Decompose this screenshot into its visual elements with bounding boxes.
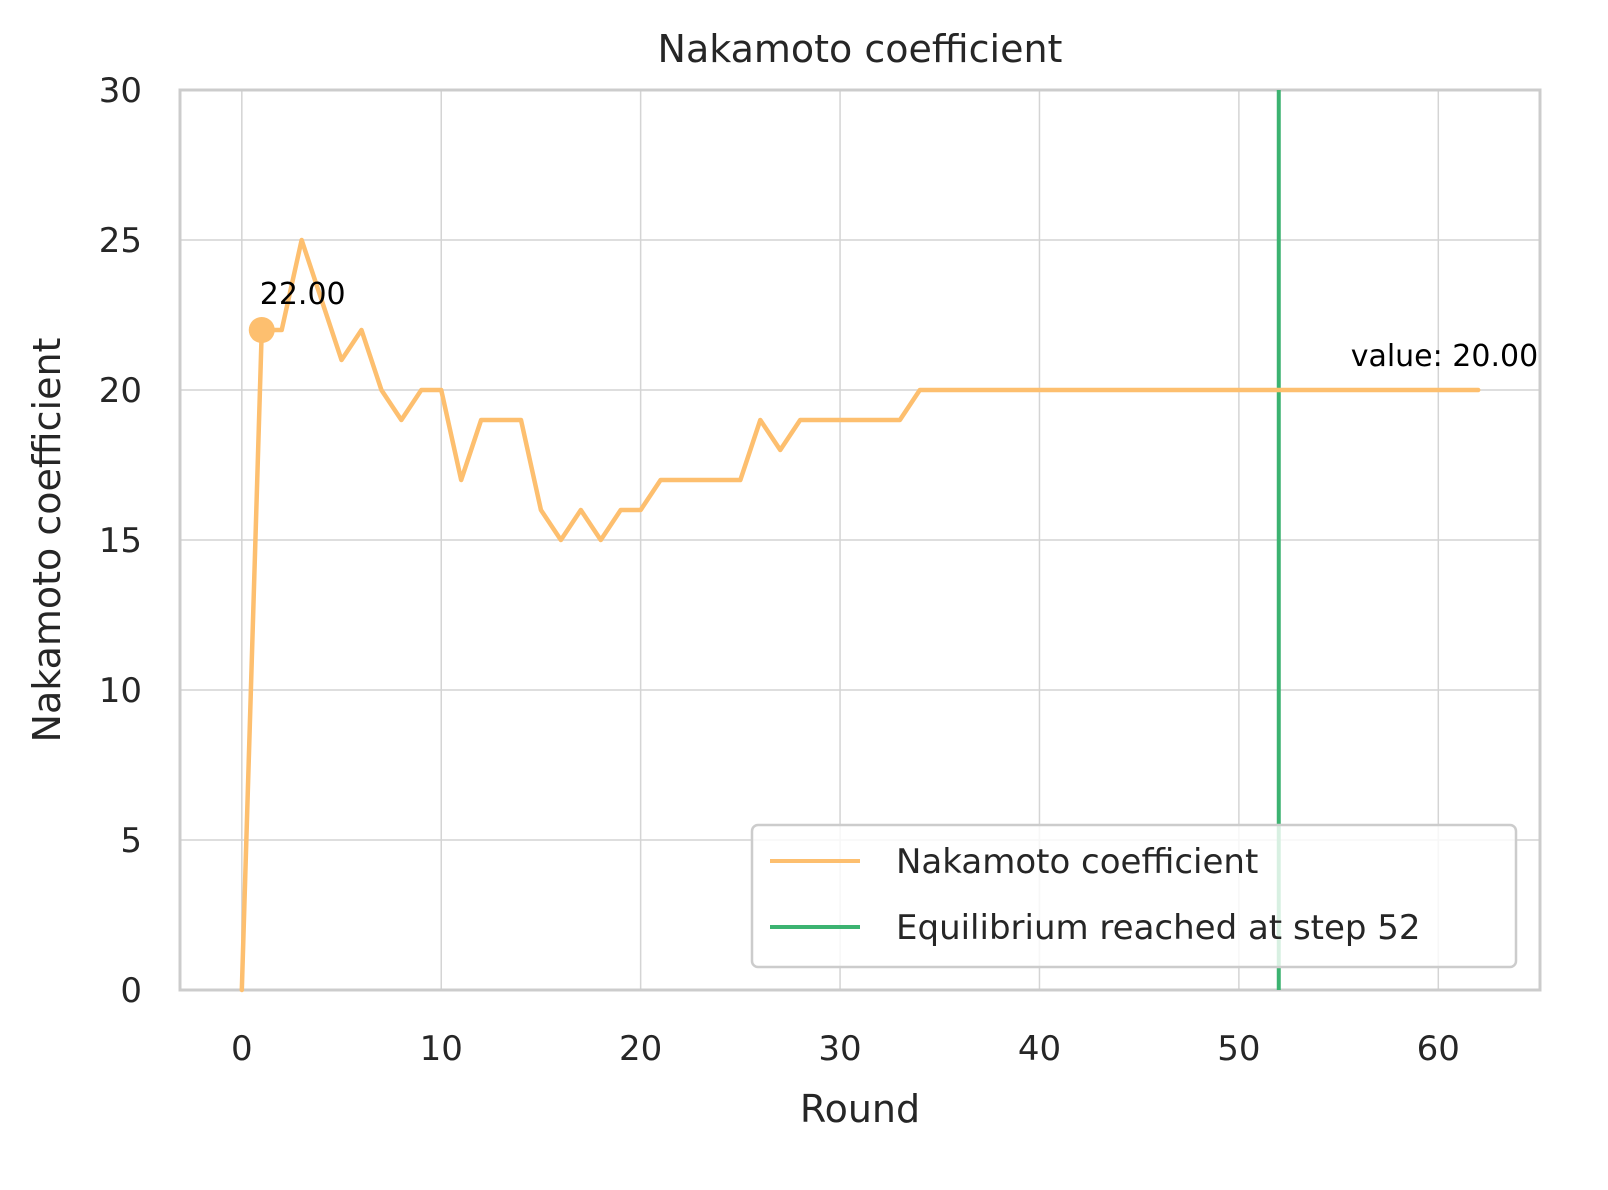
end-value-annotation: value: 20.00 [1351, 339, 1538, 374]
y-tick-label: 25 [99, 221, 142, 261]
x-tick-label: 60 [1417, 1029, 1460, 1069]
chart-title: Nakamoto coefficient [658, 27, 1063, 71]
legend-label-equilibrium: Equilibrium reached at step 52 [896, 908, 1421, 948]
legend-label-nakamoto: Nakamoto coefficient [896, 842, 1258, 882]
marker-point [248, 317, 275, 343]
x-tick-label: 0 [231, 1029, 253, 1069]
x-tick-label: 40 [1018, 1029, 1061, 1069]
series-line-nakamoto [239, 237, 1481, 993]
y-axis-title: Nakamoto coefficient [25, 338, 69, 743]
marker-annotation: 22.00 [260, 277, 346, 312]
y-tick-label: 30 [99, 71, 142, 111]
x-axis-title: Round [800, 1087, 920, 1131]
x-tick-label: 10 [420, 1029, 463, 1069]
legend-box [750, 823, 1518, 969]
y-tick-label: 15 [99, 521, 142, 561]
y-tick-label: 10 [99, 671, 142, 711]
y-tick-label: 20 [99, 371, 142, 411]
x-tick-label: 50 [1217, 1029, 1260, 1069]
plot-frame [178, 88, 1542, 992]
legend: Nakamoto coefficient Equilibrium reached… [750, 823, 1518, 969]
y-tick-label: 5 [120, 821, 142, 861]
x-tick-label: 30 [818, 1029, 861, 1069]
series-layer [239, 237, 1481, 993]
y-tick-label: 0 [120, 971, 142, 1011]
x-tick-label: 20 [619, 1029, 662, 1069]
ticks: 0 10 20 30 40 50 60 0 5 10 15 20 25 30 [99, 71, 1460, 1069]
